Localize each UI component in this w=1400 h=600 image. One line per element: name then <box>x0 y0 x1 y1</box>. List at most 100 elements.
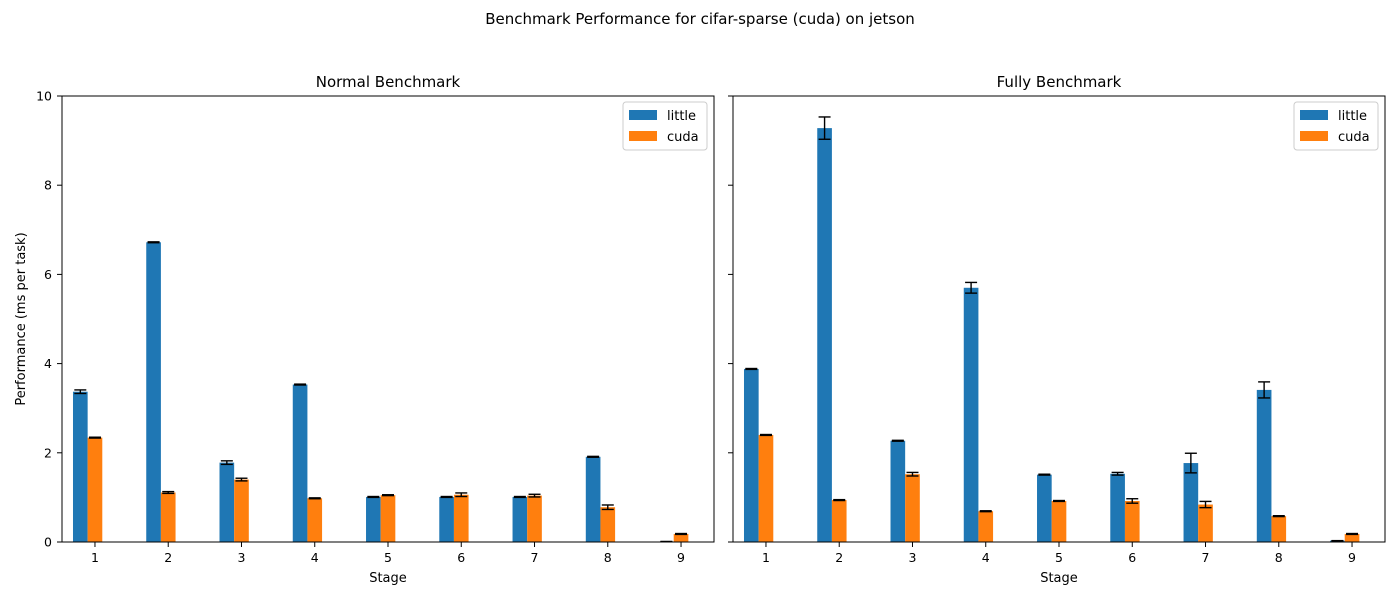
bar-little-stage-7 <box>512 496 528 542</box>
bar-cuda-stage-5 <box>380 495 396 542</box>
errorbar-cuda-stage-6 <box>1126 498 1139 504</box>
errorbar-little-stage-7 <box>1184 452 1197 474</box>
x-tick-label: 6 <box>1128 550 1136 565</box>
errorbar-little-stage-2 <box>147 241 160 244</box>
y-tick-label: 8 <box>44 178 52 193</box>
bar-little-stage-4 <box>292 384 308 542</box>
errorbar-cuda-stage-5 <box>1053 499 1065 503</box>
errorbar-cuda-stage-2 <box>162 490 175 495</box>
bar-little-stage-3 <box>219 462 235 542</box>
y-tick-label: 4 <box>44 356 52 371</box>
x-tick-label: 5 <box>384 550 392 565</box>
x-tick-label: 5 <box>1055 550 1063 565</box>
errorbar-little-stage-8 <box>587 455 600 458</box>
errorbar-cuda-stage-4 <box>979 510 992 513</box>
legend-swatch-cuda <box>1300 131 1328 141</box>
legend-label-little: little <box>1338 109 1367 124</box>
y-axis-label: Performance (ms per task) <box>14 232 29 405</box>
y-tick-label: 6 <box>44 267 52 282</box>
errorbar-cuda-stage-3 <box>235 477 248 482</box>
y-tick-label: 2 <box>44 445 52 460</box>
bar-cuda-stage-1 <box>87 437 103 542</box>
errorbar-little-stage-1 <box>745 367 758 371</box>
bar-little-stage-8 <box>1256 389 1272 542</box>
errorbar-cuda-stage-3 <box>906 471 919 477</box>
bar-cuda-stage-9 <box>673 533 689 542</box>
x-tick-label: 4 <box>982 550 990 565</box>
x-tick-label: 9 <box>1348 550 1356 565</box>
errorbar-little-stage-4 <box>965 281 978 294</box>
errorbar-cuda-stage-7 <box>528 493 541 498</box>
x-tick-label: 8 <box>604 550 612 565</box>
bar-little-stage-8 <box>585 456 601 542</box>
x-tick-label: 8 <box>1275 550 1283 565</box>
x-tick-label: 1 <box>91 550 99 565</box>
errorbar-cuda-stage-8 <box>1272 514 1285 518</box>
errorbar-little-stage-4 <box>294 383 307 386</box>
panel-2: Fully Benchmark 1 2 3 4 5 6 7 8 9 Stage little cuda <box>728 73 1386 586</box>
bar-cuda-stage-9 <box>1344 533 1360 542</box>
panel-title: Fully Benchmark <box>997 73 1122 91</box>
panel-title: Normal Benchmark <box>316 73 461 91</box>
bar-cuda-stage-7 <box>527 495 542 542</box>
bar-cuda-stage-3 <box>234 479 249 542</box>
errorbar-cuda-stage-5 <box>382 494 394 497</box>
errorbar-cuda-stage-6 <box>455 492 468 498</box>
y-tick-label: 10 <box>36 89 52 104</box>
legend-swatch-little <box>629 110 657 120</box>
bar-cuda-stage-5 <box>1051 500 1067 542</box>
bar-little-stage-7 <box>1183 463 1199 542</box>
legend: little cuda <box>622 101 708 151</box>
bar-little-stage-2 <box>817 128 832 542</box>
x-tick-label: 2 <box>835 550 843 565</box>
bar-cuda-stage-4 <box>978 511 994 542</box>
bar-little-stage-2 <box>146 242 161 542</box>
x-tick-label: 2 <box>164 550 172 565</box>
bar-little-stage-6 <box>439 496 454 542</box>
y-tick-label: 0 <box>44 535 52 550</box>
errorbar-little-stage-3 <box>891 439 904 442</box>
figure-title: Benchmark Performance for cifar-sparse (… <box>485 10 915 28</box>
x-tick-label: 4 <box>311 550 319 565</box>
bar-little-stage-1 <box>72 391 88 542</box>
errorbar-cuda-stage-8 <box>601 504 614 511</box>
errorbar-little-stage-8 <box>1258 381 1271 399</box>
x-axis-label: Stage <box>369 571 407 586</box>
x-tick-label: 6 <box>457 550 465 565</box>
bar-little-stage-5 <box>366 496 381 542</box>
bar-cuda-stage-6 <box>1124 500 1140 542</box>
errorbar-cuda-stage-9 <box>675 532 688 536</box>
x-tick-label: 3 <box>909 550 917 565</box>
x-tick-label: 7 <box>1202 550 1210 565</box>
bar-cuda-stage-2 <box>160 492 176 542</box>
errorbar-cuda-stage-1 <box>88 436 101 439</box>
errorbar-little-stage-6 <box>440 495 453 499</box>
bar-cuda-stage-2 <box>831 500 847 542</box>
legend-label-cuda: cuda <box>1338 130 1370 145</box>
errorbar-cuda-stage-4 <box>308 497 321 500</box>
bar-cuda-stage-7 <box>1198 504 1213 542</box>
panel-1: Normal Benchmark 1 2 3 4 5 6 7 8 9 Stage 0 2 4 6 8 10 lit… <box>36 73 715 586</box>
errorbar-cuda-stage-7 <box>1199 500 1212 509</box>
bar-little-stage-4 <box>963 287 979 542</box>
panels: Normal Benchmark 1 2 3 4 5 6 7 8 9 Stage 0 2 4 6 8 10 lit… <box>36 73 1386 586</box>
bar-little-stage-3 <box>890 440 906 542</box>
bar-little-stage-5 <box>1037 474 1052 542</box>
bar-cuda-stage-1 <box>758 434 774 542</box>
legend-label-little: little <box>667 109 696 124</box>
errorbar-little-stage-5 <box>367 495 380 499</box>
errorbar-cuda-stage-1 <box>759 433 772 437</box>
bar-cuda-stage-4 <box>307 498 323 542</box>
bar-cuda-stage-8 <box>1271 516 1287 542</box>
errorbar-little-stage-5 <box>1038 473 1051 476</box>
x-tick-label: 7 <box>531 550 539 565</box>
legend: little cuda <box>1293 101 1379 151</box>
errorbar-little-stage-7 <box>513 495 526 499</box>
bar-cuda-stage-3 <box>905 474 920 542</box>
legend-label-cuda: cuda <box>667 130 699 145</box>
errorbar-cuda-stage-2 <box>833 498 846 502</box>
x-tick-label: 1 <box>762 550 770 565</box>
bar-cuda-stage-6 <box>453 494 469 542</box>
bar-little-stage-1 <box>743 368 759 542</box>
